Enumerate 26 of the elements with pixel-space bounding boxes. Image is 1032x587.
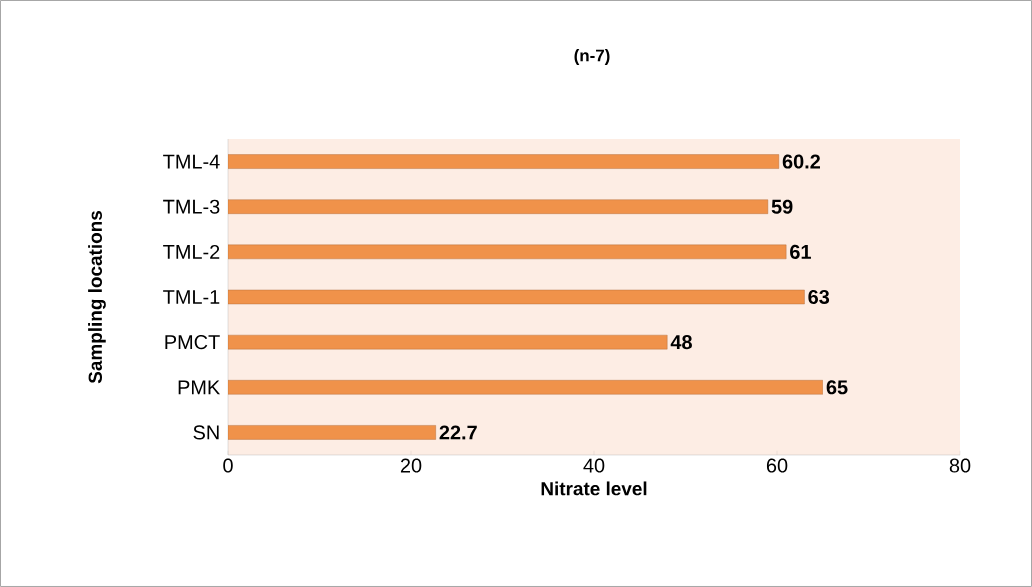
y-tick-label: PMK (178, 380, 221, 395)
x-tick-label: 20 (400, 458, 422, 473)
y-tick-label: PMCT (165, 335, 220, 350)
x-axis-title: Nitrate level (541, 481, 647, 496)
data-label: 65 (826, 380, 848, 395)
bar (228, 380, 823, 395)
y-tick-label: TML-4 (163, 154, 220, 169)
y-tick-label: TML-3 (163, 199, 220, 214)
y-axis-title: Sampling locations (88, 211, 106, 384)
data-label: 60.2 (782, 154, 820, 169)
bar (228, 425, 436, 440)
y-tick-label: TML-1 (163, 290, 220, 304)
data-label: 61 (790, 244, 811, 259)
x-tick-label: 40 (583, 458, 605, 473)
data-label: 48 (670, 335, 692, 350)
bar (228, 154, 780, 169)
chart-title: (n-7) (574, 49, 610, 65)
data-label: 59 (771, 199, 793, 214)
data-label: 22.7 (439, 425, 477, 440)
x-tick-label: 0 (223, 458, 233, 473)
y-tick-label: SN (193, 425, 219, 440)
y-tick-label: TML-2 (163, 244, 220, 259)
bar (228, 199, 769, 214)
x-tick-label: 80 (949, 458, 971, 473)
x-tick-label: 60 (766, 458, 788, 473)
data-label: 63 (808, 289, 830, 305)
